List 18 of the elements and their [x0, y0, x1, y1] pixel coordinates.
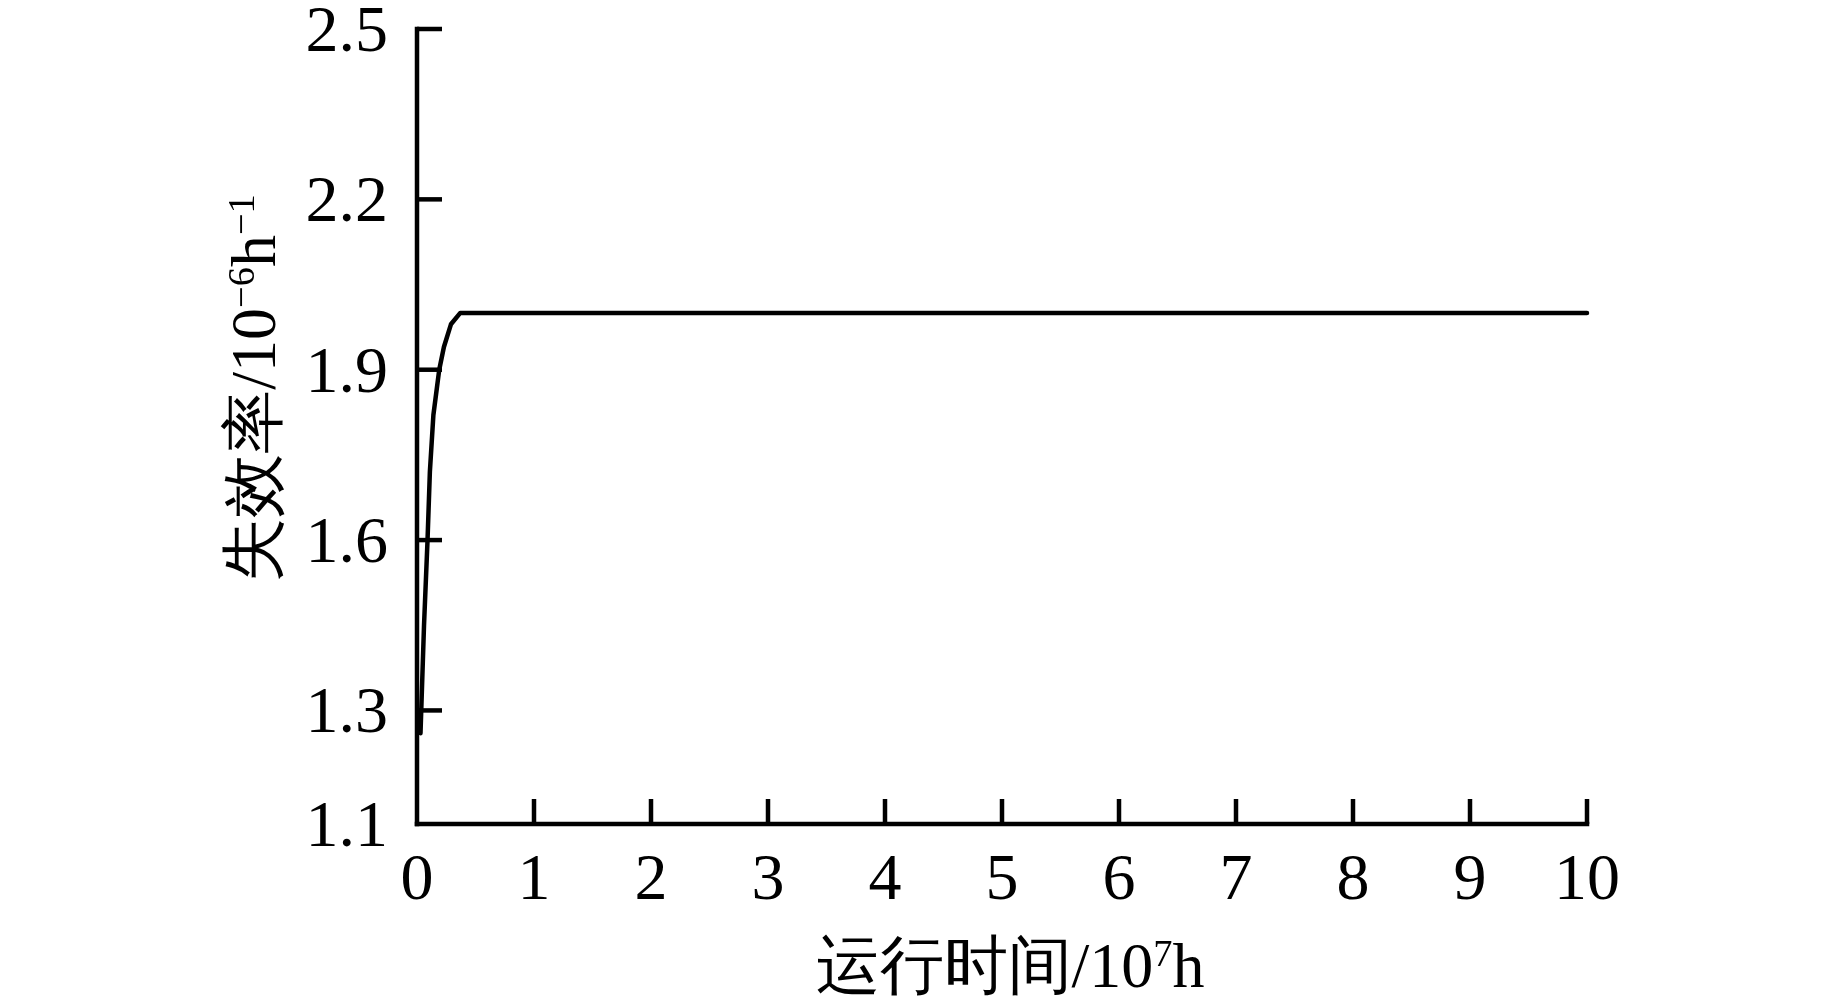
- x-tick-label: 1: [517, 840, 551, 913]
- x-tick-label: 7: [1219, 840, 1253, 913]
- y-tick-label: 1.9: [305, 332, 388, 406]
- x-tick-label: 10: [1554, 840, 1620, 913]
- y-tick-label: 1.1: [305, 787, 388, 860]
- y-tick-label: 1.6: [305, 503, 388, 577]
- x-tick-label: 9: [1453, 840, 1487, 913]
- x-tick-label: 8: [1336, 840, 1370, 913]
- x-tick-label: 5: [985, 840, 1019, 913]
- x-tick-label: 3: [751, 840, 785, 913]
- x-tick-label: 6: [1102, 840, 1136, 913]
- x-tick-label: 0: [400, 840, 434, 913]
- y-tick-label: 1.3: [305, 673, 388, 747]
- x-tick-label: 2: [634, 840, 668, 913]
- y-tick-label: 2.5: [305, 0, 388, 65]
- x-tick-label: 4: [868, 840, 902, 913]
- x-axis-title: 运行时间/10$^{7}$h: [815, 930, 1205, 1001]
- y-tick-label: 2.2: [305, 162, 388, 236]
